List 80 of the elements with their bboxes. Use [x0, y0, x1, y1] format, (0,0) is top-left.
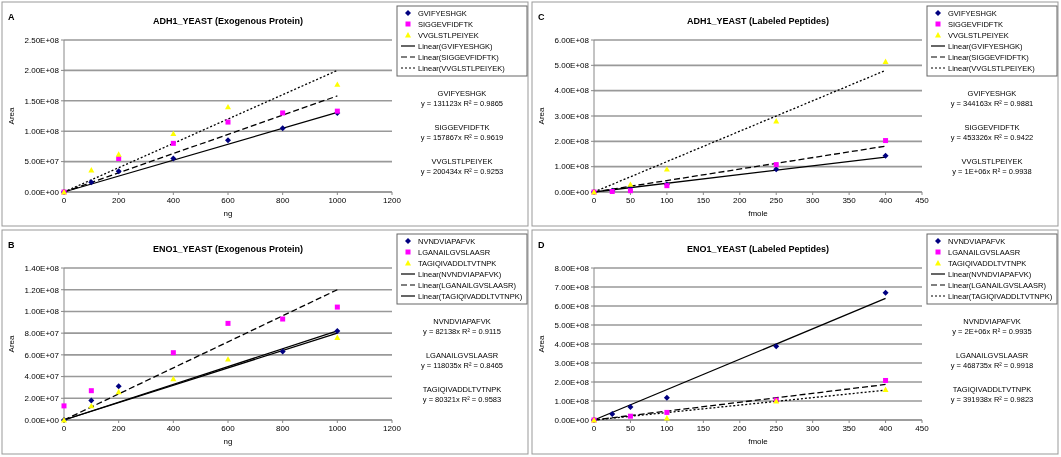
- x-tick-label: 150: [696, 196, 711, 205]
- x-tick-label: 200: [733, 424, 747, 433]
- x-tick-label: 400: [166, 196, 181, 205]
- y-tick-label: 6.00E+08: [554, 35, 590, 45]
- chart-title: ADH1_YEAST (Exogenous Protein): [152, 16, 304, 26]
- y-axis-title: Area: [537, 335, 546, 353]
- y-tick-label: 1.40E+08: [24, 263, 60, 273]
- x-tick-label: 300: [805, 196, 820, 205]
- x-tick-label: 800: [275, 196, 290, 205]
- y-tick-label: 6.00E+07: [24, 350, 60, 360]
- x-tick-label: 150: [696, 424, 711, 433]
- y-tick-label: 0.00E+00: [24, 415, 60, 425]
- y-tick-label: 4.00E+07: [24, 372, 60, 382]
- x-tick-label: 250: [769, 424, 784, 433]
- x-tick-label: 400: [878, 196, 893, 205]
- y-tick-label: 4.00E+08: [554, 86, 590, 96]
- x-tick-label: 50: [625, 196, 636, 205]
- x-tick-label: 450: [915, 196, 930, 205]
- x-tick-label: 300: [805, 424, 820, 433]
- y-tick-label: 1.00E+08: [24, 127, 60, 136]
- x-tick-label: 1000: [328, 424, 347, 433]
- y-tick-label: 5.00E+07: [24, 157, 60, 167]
- x-axis-title: fmole: [748, 437, 769, 446]
- x-tick-label: 350: [842, 424, 857, 433]
- y-tick-label: 6.00E+08: [554, 301, 590, 311]
- x-tick-label: 100: [660, 196, 675, 205]
- x-tick-label: 200: [733, 196, 747, 205]
- y-tick-label: 5.00E+08: [554, 320, 590, 330]
- y-tick-label: 3.00E+08: [554, 358, 590, 368]
- y-tick-label: 2.00E+07: [24, 394, 60, 404]
- y-tick-label: 2.00E+08: [554, 377, 590, 387]
- y-tick-label: 3.00E+08: [554, 111, 590, 121]
- y-tick-label: 1.00E+08: [24, 307, 60, 317]
- x-tick-label: 200: [111, 196, 126, 205]
- x-tick-label: 600: [221, 196, 236, 205]
- y-tick-label: 1.00E+08: [554, 396, 590, 406]
- y-tick-label: 5.00E+08: [554, 61, 590, 71]
- y-tick-label: 1.00E+08: [554, 162, 590, 172]
- text: B: [8, 240, 15, 250]
- x-axis-title: ng: [223, 209, 233, 218]
- y-tick-label: 2.50E+08: [24, 35, 60, 45]
- y-tick-label: 8.00E+08: [554, 263, 590, 273]
- x-tick-label: 100: [660, 424, 675, 433]
- x-tick-label: 0: [591, 424, 597, 433]
- y-tick-label: 4.00E+08: [554, 339, 590, 349]
- y-tick-label: 1.20E+08: [24, 285, 60, 295]
- x-tick-label: 400: [166, 424, 181, 433]
- x-tick-label: 1200: [383, 424, 402, 433]
- x-tick-label: 250: [769, 196, 784, 205]
- y-tick-label: 0.00E+00: [554, 187, 590, 197]
- y-axis-title: Area: [7, 107, 16, 125]
- y-axis-title: Area: [537, 107, 546, 125]
- y-tick-label: 0.00E+00: [24, 187, 60, 197]
- chart-title: ENO1_YEAST (Exogenous Protein): [152, 244, 304, 254]
- y-tick-label: 2.00E+08: [554, 137, 590, 147]
- y-tick-label: 0.00E+00: [554, 415, 590, 425]
- x-tick-label: 200: [111, 424, 126, 433]
- y-tick-label: 8.00E+07: [24, 328, 60, 338]
- x-tick-label: 400: [878, 424, 893, 433]
- x-tick-label: 0: [61, 424, 67, 433]
- y-tick-label: 7.00E+08: [554, 282, 590, 292]
- x-tick-label: 1200: [383, 196, 402, 205]
- text: C: [538, 12, 545, 22]
- y-tick-label: 1.50E+08: [24, 96, 60, 106]
- x-axis-title: fmole: [748, 209, 769, 218]
- y-axis-title: Area: [7, 335, 16, 353]
- text: A: [8, 12, 15, 22]
- x-tick-label: 350: [842, 196, 857, 205]
- x-tick-label: 50: [625, 424, 636, 433]
- chart-title: ADH1_YEAST (Labeled Peptides): [686, 16, 830, 26]
- x-tick-label: 800: [275, 424, 290, 433]
- x-tick-label: 0: [61, 196, 67, 205]
- chart-title: ENO1_YEAST (Labeled Peptides): [686, 244, 830, 254]
- x-tick-label: 450: [915, 424, 930, 433]
- x-axis-title: ng: [223, 437, 233, 446]
- x-tick-label: 600: [221, 424, 236, 433]
- text: D: [538, 240, 545, 250]
- y-tick-label: 2.00E+08: [24, 66, 60, 76]
- x-tick-label: 1000: [328, 196, 347, 205]
- x-tick-label: 0: [591, 196, 597, 205]
